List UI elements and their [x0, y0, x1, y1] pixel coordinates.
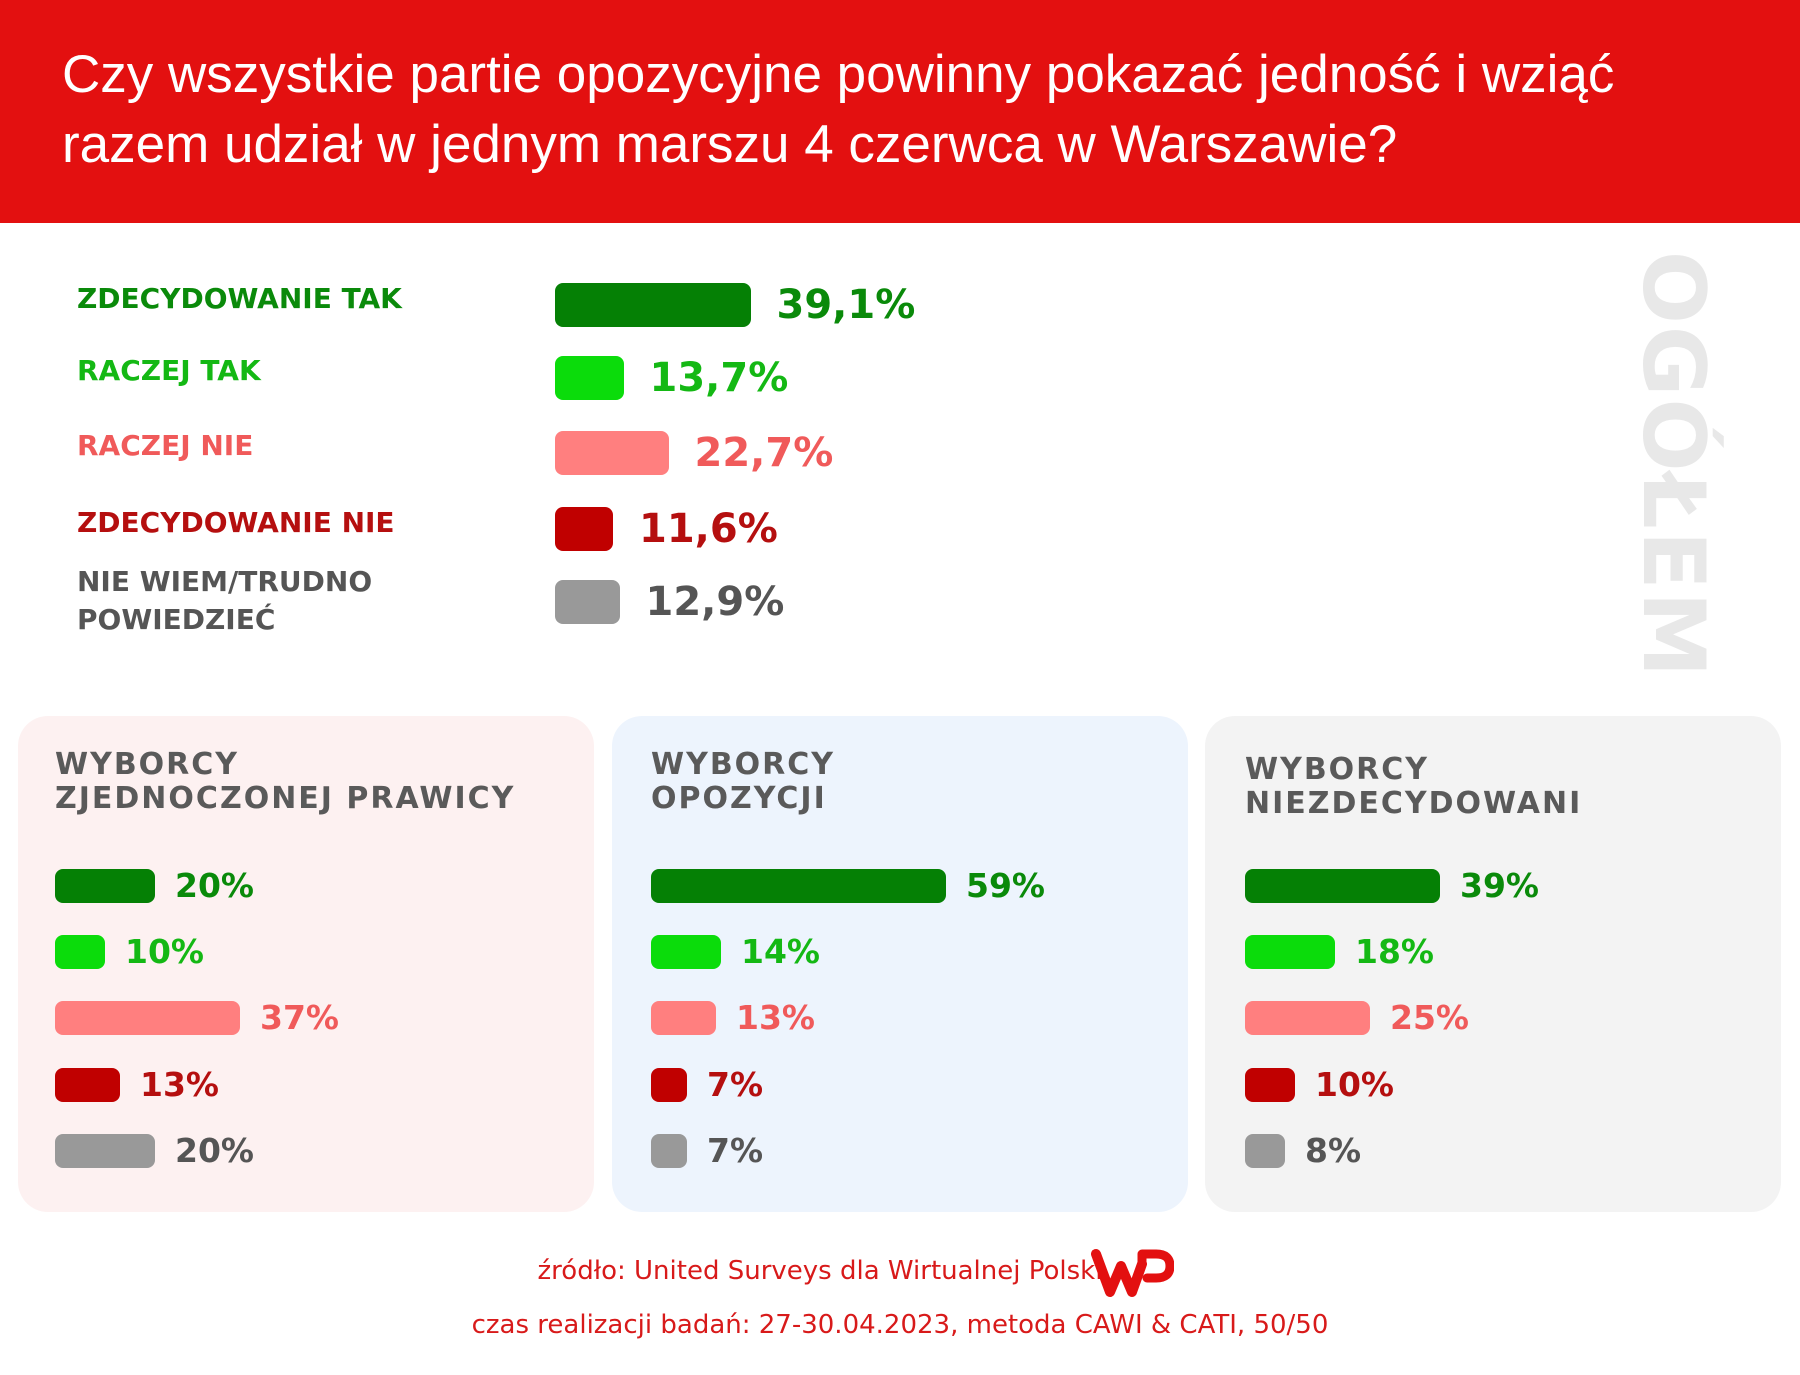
panel-title-line-2: OPOZYCJI	[651, 781, 827, 816]
side-label: OGÓŁEM	[1623, 250, 1723, 680]
panel-title-line-2: ZJEDNOCZONEJ PRAWICY	[55, 781, 516, 816]
category-label-line: POWIEDZIEĆ	[77, 603, 276, 636]
category-label-line: RACZEJ TAK	[77, 354, 261, 387]
bar-rather-no	[55, 1001, 240, 1035]
panel-title-line-1: WYBORCY	[1245, 752, 1430, 787]
panel-title-line-1: WYBORCY	[651, 747, 836, 782]
bar-rather-no	[1245, 1001, 1370, 1035]
panel-right-voters: WYBORCY ZJEDNOCZONEJ PRAWICY 20% 10% 37% 13…	[18, 716, 594, 1212]
value-label-strongly-yes: 20%	[175, 866, 254, 905]
bar-dont-know	[651, 1134, 687, 1168]
value-label-rather-yes: 18%	[1355, 932, 1434, 971]
value-label-strongly-no: 10%	[1315, 1065, 1394, 1104]
value-label-dont-know: 8%	[1305, 1131, 1362, 1170]
panel-opposition-voters: WYBORCY OPOZYCJI 59% 14% 13% 7% 7%	[612, 716, 1188, 1212]
bar-rather-no	[555, 431, 669, 475]
panel-undecided-voters: WYBORCY NIEZDECYDOWANI 39% 18% 25% 10% 8%	[1205, 716, 1781, 1212]
method-text: czas realizacji badań: 27-30.04.2023, me…	[471, 1310, 1329, 1340]
bar-strongly-no	[555, 507, 613, 551]
panel-title-line-1: WYBORCY	[55, 747, 240, 782]
value-label-strongly-yes: 39%	[1460, 866, 1539, 905]
category-label-strongly-no: ZDECYDOWANIE NIE	[77, 504, 395, 542]
category-label-line: ZDECYDOWANIE TAK	[77, 282, 402, 315]
bar-dont-know	[55, 1134, 155, 1168]
value-label-strongly-no: 13%	[140, 1065, 219, 1104]
value-label-rather-yes: 13,7%	[649, 355, 789, 401]
side-label-box: OGÓŁEM	[1623, 251, 1723, 679]
panel-title: WYBORCY ZJEDNOCZONEJ PRAWICY	[55, 748, 515, 816]
value-label-strongly-no: 7%	[707, 1065, 764, 1104]
bar-strongly-yes	[55, 869, 155, 903]
bar-dont-know	[1245, 1134, 1285, 1168]
value-label-strongly-yes: 39,1%	[776, 282, 916, 328]
category-label-line: NIE WIEM/TRUDNO	[77, 565, 373, 598]
source-note: źródło: United Surveys dla Wirtualnej Po…	[0, 1256, 1800, 1286]
value-label-strongly-no: 11,6%	[639, 506, 778, 552]
bar-strongly-no	[651, 1068, 687, 1102]
value-label-dont-know: 20%	[175, 1131, 254, 1170]
bar-strongly-yes	[1245, 869, 1440, 903]
bar-strongly-no	[55, 1068, 120, 1102]
bar-rather-yes	[55, 935, 105, 969]
method-note: czas realizacji badań: 27-30.04.2023, me…	[0, 1310, 1800, 1340]
value-label-strongly-yes: 59%	[966, 866, 1045, 905]
chart-title: Czy wszystkie partie opozycyjne powinny …	[62, 45, 1615, 174]
bar-strongly-no	[1245, 1068, 1295, 1102]
value-label-rather-no: 37%	[260, 998, 339, 1037]
value-label-rather-yes: 10%	[125, 932, 204, 971]
bar-strongly-yes	[555, 283, 751, 327]
header-banner: Czy wszystkie partie opozycyjne powinny …	[0, 0, 1800, 223]
category-label-rather-yes: RACZEJ TAK	[77, 352, 261, 390]
panel-title-line-2: NIEZDECYDOWANI	[1245, 786, 1583, 821]
bar-rather-yes	[651, 935, 721, 969]
bar-strongly-yes	[651, 869, 946, 903]
source-text: źródło: United Surveys dla Wirtualnej Po…	[537, 1256, 1103, 1286]
value-label-rather-no: 13%	[736, 998, 815, 1037]
value-label-rather-no: 25%	[1390, 998, 1469, 1037]
category-label-line: ZDECYDOWANIE NIE	[77, 506, 395, 539]
category-label-strongly-yes: ZDECYDOWANIE TAK	[77, 280, 402, 318]
category-label-rather-no: RACZEJ NIE	[77, 427, 253, 465]
category-label-line: RACZEJ NIE	[77, 429, 254, 462]
wp-logo	[1091, 1249, 1174, 1297]
value-label-dont-know: 12,9%	[645, 579, 785, 625]
bar-dont-know	[555, 580, 620, 624]
value-label-dont-know: 7%	[707, 1131, 764, 1170]
panel-title: WYBORCY NIEZDECYDOWANI	[1245, 753, 1582, 821]
bar-rather-yes	[555, 356, 624, 400]
bar-rather-no	[651, 1001, 716, 1035]
panel-title: WYBORCY OPOZYCJI	[651, 748, 835, 816]
category-label-dont-know: NIE WIEM/TRUDNO POWIEDZIEĆ	[77, 563, 372, 639]
value-label-rather-no: 22,7%	[694, 430, 834, 476]
value-label-rather-yes: 14%	[741, 932, 820, 971]
bar-rather-yes	[1245, 935, 1335, 969]
